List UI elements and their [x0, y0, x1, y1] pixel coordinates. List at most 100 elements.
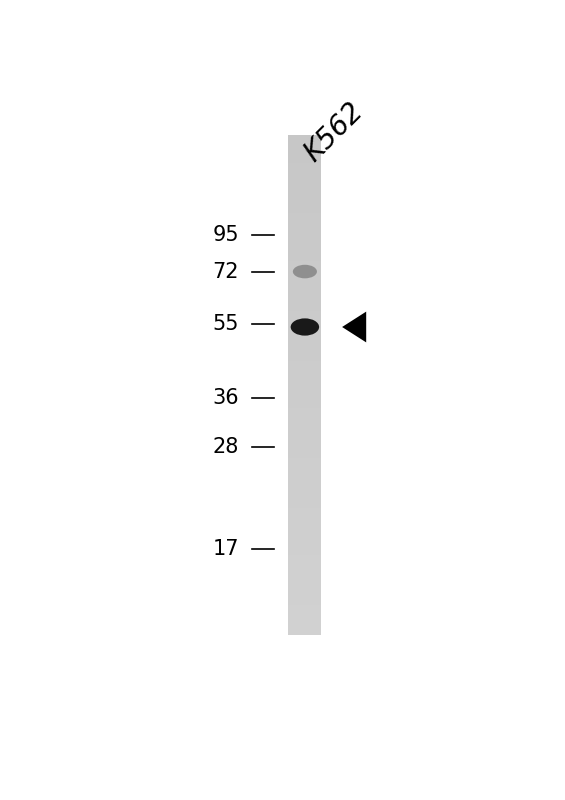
- Bar: [289, 435, 321, 438]
- Bar: [289, 570, 321, 573]
- Bar: [289, 625, 321, 627]
- Bar: [289, 260, 321, 263]
- Bar: [289, 355, 321, 358]
- Bar: [289, 240, 321, 243]
- Bar: [289, 238, 321, 241]
- Bar: [289, 245, 321, 248]
- Bar: [289, 554, 321, 558]
- Bar: [289, 537, 321, 540]
- Bar: [289, 382, 321, 386]
- Bar: [289, 452, 321, 455]
- Bar: [289, 395, 321, 398]
- Bar: [289, 552, 321, 555]
- Bar: [289, 400, 321, 403]
- Bar: [289, 307, 321, 310]
- Bar: [289, 213, 321, 216]
- Ellipse shape: [293, 265, 317, 278]
- Bar: [289, 178, 321, 181]
- Bar: [289, 298, 321, 301]
- Bar: [289, 300, 321, 303]
- Bar: [289, 290, 321, 294]
- Bar: [289, 617, 321, 620]
- Bar: [289, 180, 321, 183]
- Bar: [289, 454, 321, 458]
- Bar: [289, 547, 321, 550]
- Bar: [289, 248, 321, 251]
- Bar: [289, 295, 321, 298]
- Bar: [289, 432, 321, 435]
- Bar: [289, 365, 321, 368]
- Bar: [289, 141, 321, 143]
- Bar: [289, 440, 321, 443]
- Bar: [289, 559, 321, 562]
- Bar: [289, 375, 321, 378]
- Bar: [289, 333, 321, 336]
- Bar: [289, 594, 321, 598]
- Bar: [289, 402, 321, 406]
- Bar: [289, 427, 321, 430]
- Bar: [289, 485, 321, 488]
- Bar: [289, 622, 321, 625]
- Bar: [289, 520, 321, 522]
- Bar: [289, 153, 321, 156]
- Text: 72: 72: [212, 262, 239, 282]
- Bar: [289, 412, 321, 415]
- Bar: [289, 497, 321, 500]
- Bar: [289, 610, 321, 613]
- Bar: [289, 418, 321, 421]
- Bar: [289, 565, 321, 568]
- Bar: [289, 627, 321, 630]
- Bar: [289, 430, 321, 433]
- Bar: [289, 218, 321, 221]
- Bar: [289, 166, 321, 169]
- Bar: [289, 614, 321, 618]
- Bar: [289, 175, 321, 178]
- Bar: [289, 494, 321, 498]
- Bar: [289, 170, 321, 174]
- Bar: [289, 530, 321, 533]
- Bar: [289, 487, 321, 490]
- Text: 28: 28: [213, 437, 239, 457]
- Bar: [289, 325, 321, 328]
- Bar: [289, 380, 321, 383]
- Bar: [289, 602, 321, 605]
- Bar: [289, 138, 321, 141]
- Bar: [289, 405, 321, 408]
- Bar: [289, 442, 321, 446]
- Bar: [289, 190, 321, 194]
- Bar: [289, 228, 321, 231]
- Bar: [289, 350, 321, 353]
- Bar: [289, 590, 321, 593]
- Bar: [289, 605, 321, 607]
- Bar: [289, 345, 321, 348]
- Bar: [289, 425, 321, 428]
- Bar: [289, 474, 321, 478]
- Bar: [289, 378, 321, 381]
- Bar: [289, 338, 321, 341]
- Bar: [289, 398, 321, 401]
- Bar: [289, 599, 321, 602]
- Bar: [289, 273, 321, 276]
- Bar: [289, 198, 321, 201]
- Bar: [289, 268, 321, 270]
- Bar: [289, 200, 321, 203]
- Bar: [289, 438, 321, 441]
- Bar: [289, 572, 321, 575]
- Bar: [289, 490, 321, 493]
- Bar: [289, 507, 321, 510]
- Bar: [289, 465, 321, 468]
- Bar: [289, 517, 321, 520]
- Bar: [289, 505, 321, 508]
- Bar: [289, 215, 321, 218]
- Text: 17: 17: [212, 538, 239, 558]
- Bar: [289, 450, 321, 453]
- Bar: [289, 460, 321, 463]
- Bar: [289, 632, 321, 635]
- Bar: [289, 305, 321, 308]
- Bar: [289, 313, 321, 316]
- Bar: [289, 447, 321, 450]
- Bar: [289, 542, 321, 545]
- Bar: [289, 619, 321, 622]
- Bar: [289, 342, 321, 346]
- Polygon shape: [342, 311, 366, 342]
